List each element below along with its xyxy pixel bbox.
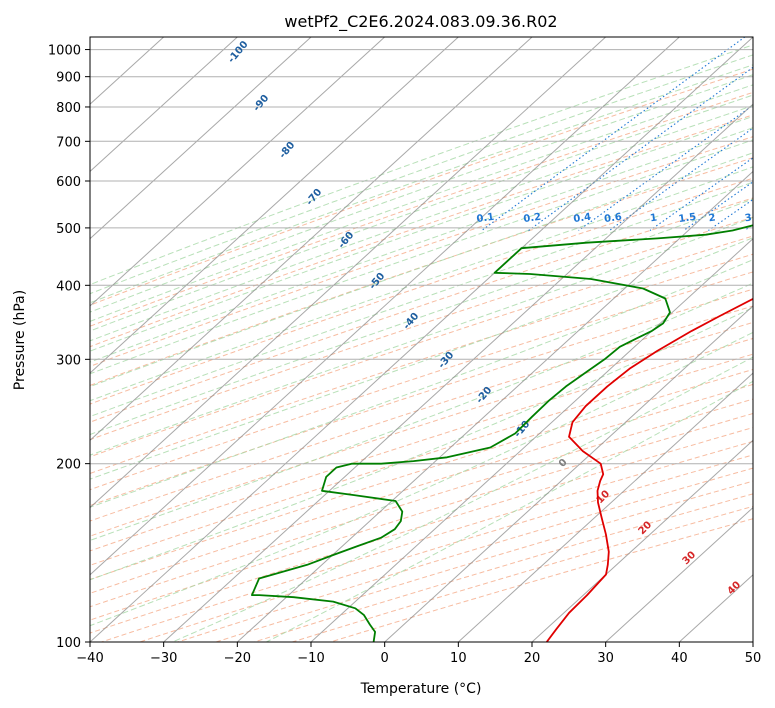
moist-adiabat-line bbox=[90, 74, 753, 313]
isotherm-line bbox=[310, 238, 753, 642]
moist-adiabat-line bbox=[90, 84, 753, 322]
mixing-ratio-label: 1.5 bbox=[678, 212, 697, 225]
temperature-profile-line bbox=[545, 297, 753, 642]
dry-adiabat-line bbox=[90, 271, 753, 491]
dry-adiabat-line bbox=[90, 353, 753, 566]
y-tick-label: 900 bbox=[56, 71, 81, 86]
x-tick-label: −10 bbox=[297, 651, 324, 666]
dry-adiabat-line bbox=[90, 157, 753, 387]
isotherm-line bbox=[383, 305, 753, 642]
moist-adiabat-line bbox=[90, 115, 753, 352]
dry-adiabat-line bbox=[90, 197, 753, 423]
isotherm-line bbox=[604, 506, 753, 642]
moist-adiabat-line bbox=[90, 198, 753, 436]
plot-frame bbox=[89, 36, 754, 643]
moist-adiabat-line bbox=[90, 216, 753, 456]
isotherm-line bbox=[90, 37, 681, 576]
mixing-ratio-line bbox=[683, 181, 753, 231]
mixing-ratio-line bbox=[481, 37, 746, 231]
isotherm-line bbox=[90, 37, 607, 509]
dry-adiabat-line bbox=[90, 216, 753, 441]
y-tick-label: 700 bbox=[56, 135, 81, 150]
y-tick-label: 800 bbox=[56, 101, 81, 116]
y-axis-label: Pressure (hPa) bbox=[12, 290, 28, 390]
isotherm-line bbox=[90, 37, 753, 642]
y-tick-label: 300 bbox=[56, 353, 81, 368]
isotherm-line bbox=[457, 372, 753, 642]
y-tick-label: 600 bbox=[56, 175, 81, 190]
mixing-ratio-label: 3 bbox=[744, 212, 752, 224]
dry-adiabat-line bbox=[90, 288, 753, 507]
isotherm-line bbox=[90, 37, 239, 173]
moist-adiabat-line bbox=[90, 105, 753, 342]
moist-adiabat-line bbox=[90, 181, 753, 418]
y-tick-label: 1000 bbox=[48, 44, 81, 59]
mixing-ratio-line bbox=[609, 127, 753, 231]
x-tick-label: −30 bbox=[150, 651, 177, 666]
isotherms bbox=[90, 37, 753, 642]
x-tick-label: 50 bbox=[745, 651, 762, 666]
plot-area: 0.10.20.40.611.52346810131620253036-100-… bbox=[90, 37, 753, 642]
isotherm-line bbox=[90, 37, 460, 374]
isotherm-line bbox=[531, 439, 753, 642]
isotherm-line bbox=[90, 37, 312, 240]
mixing-ratio-label: 0.2 bbox=[523, 212, 542, 225]
moist-adiabat-line bbox=[171, 356, 753, 642]
mixing-ratio-line bbox=[578, 104, 753, 231]
x-tick-label: −40 bbox=[76, 651, 103, 666]
isotherm-line bbox=[90, 37, 533, 442]
x-tick-label: −20 bbox=[224, 651, 251, 666]
moist-adiabat-line bbox=[90, 282, 753, 541]
moist-adiabat-line bbox=[90, 127, 753, 363]
x-tick-label: 20 bbox=[524, 651, 541, 666]
x-tick-label: 40 bbox=[671, 651, 688, 666]
x-axis-ticks: −40 −30 −20 −10 0 10 20 30 40 50 bbox=[76, 642, 761, 666]
y-axis-ticks: 100 200 300 400 500 600 700 800 900 1000 bbox=[48, 44, 90, 651]
y-tick-label: 400 bbox=[56, 279, 81, 294]
mixing-ratio-label: 2 bbox=[708, 212, 716, 224]
dry-adiabat-line bbox=[90, 235, 753, 458]
y-tick-label: 500 bbox=[56, 222, 81, 237]
moist-adiabat-line bbox=[90, 152, 753, 388]
isotherm-line bbox=[162, 103, 753, 642]
x-axis-label: Temperature (°C) bbox=[360, 681, 482, 697]
y-tick-label: 100 bbox=[56, 636, 81, 651]
dry-adiabat-line bbox=[90, 321, 753, 537]
x-tick-label: 0 bbox=[381, 651, 389, 666]
chart-title: wetPf2_C2E6.2024.083.09.36.R02 bbox=[284, 12, 557, 32]
moist-adiabat-line bbox=[90, 64, 753, 304]
isotherm-line bbox=[90, 37, 386, 307]
mixing-ratio-label: 0.6 bbox=[604, 212, 623, 225]
dry-adiabat-line bbox=[90, 91, 753, 327]
x-tick-label: 30 bbox=[597, 651, 614, 666]
dry-adiabat-line bbox=[90, 368, 753, 580]
dry-adiabat-line bbox=[90, 136, 753, 367]
moist-adiabat-line bbox=[90, 166, 753, 402]
moist-adiabat-line bbox=[90, 94, 753, 332]
dry-adiabat-line bbox=[90, 253, 753, 475]
mixing-ratio-label: 1 bbox=[649, 212, 657, 224]
moist-adiabat-line bbox=[265, 380, 753, 642]
dry-adiabat-line bbox=[90, 305, 753, 522]
mixing-ratio-label: 0.1 bbox=[476, 212, 495, 225]
x-tick-label: 10 bbox=[450, 651, 467, 666]
profile-series bbox=[251, 224, 753, 642]
dewpoint-profile-line bbox=[251, 224, 753, 642]
y-tick-label: 200 bbox=[56, 458, 81, 473]
isotherm-line bbox=[236, 170, 753, 642]
mixing-ratio-label: 0.4 bbox=[573, 212, 592, 225]
